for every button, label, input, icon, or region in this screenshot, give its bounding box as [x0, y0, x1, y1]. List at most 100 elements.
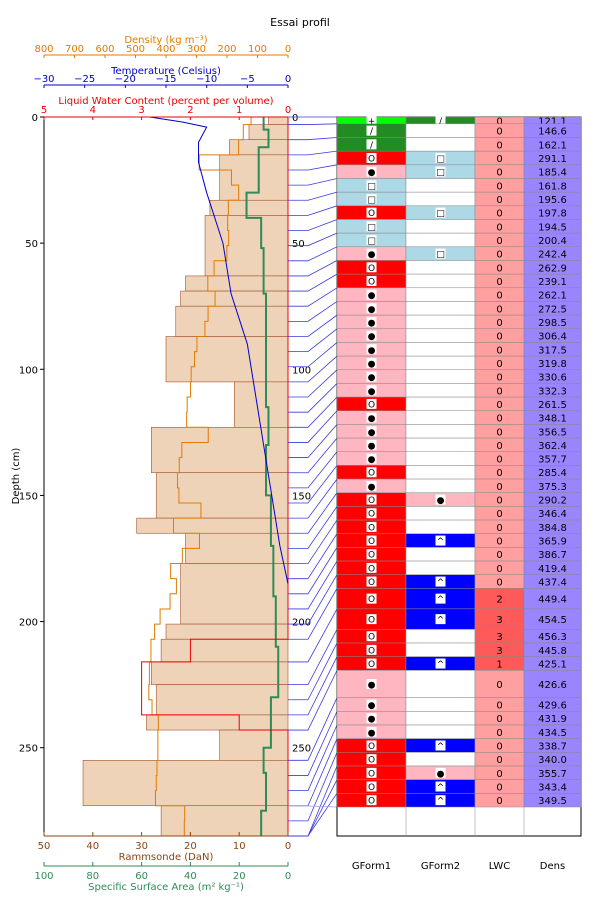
lwc-value: 0: [496, 373, 502, 384]
table-row: O ^ 0 343.4: [336, 779, 582, 794]
hardness-layer: [165, 336, 289, 383]
gform2-cell: [405, 711, 476, 726]
gform1-symbol-bg: [366, 412, 377, 423]
hardness-layer: [180, 563, 289, 625]
gform1-symbol-bg: [366, 234, 377, 245]
depth-inner-tick-label: 200: [292, 618, 311, 629]
density-value: 425.1: [538, 660, 567, 671]
layer-connector: [288, 547, 338, 595]
gform1-symbol-bg: [366, 754, 377, 765]
y-tick-label: 200: [19, 618, 38, 629]
gform2-symbol: ^: [437, 742, 445, 752]
density-value: 261.5: [538, 400, 567, 411]
gform2-cell: [405, 301, 476, 316]
density-value: 348.1: [538, 414, 567, 425]
layer-connector: [288, 478, 338, 519]
gform1-symbol-bg: [366, 576, 377, 587]
density-value: 355.7: [538, 769, 567, 780]
table-row: O ^ 1 425.1: [336, 656, 582, 671]
gform2-symbol: ^: [437, 578, 445, 588]
layer-connector: [288, 752, 338, 822]
density-value: 298.5: [538, 318, 567, 329]
hardness-layer: [175, 305, 289, 337]
gform1-symbol: +: [368, 117, 376, 127]
layer-connector: [288, 123, 338, 125]
bottom-axis-tick-label: 80: [86, 871, 99, 882]
gform1-symbol: ●: [368, 250, 376, 260]
gform1-symbol-bg: [366, 713, 377, 724]
gform1-symbol: ●: [368, 168, 376, 178]
hardness-layer: [146, 714, 289, 731]
density-value: 146.6: [538, 127, 567, 138]
gform2-cell: [405, 342, 476, 357]
gform1-symbol: O: [368, 769, 375, 779]
table-row: ● 0 348.1: [336, 410, 582, 425]
gform1-symbol-bg: [366, 344, 377, 355]
density-cell: [523, 793, 582, 808]
gform1-symbol: O: [368, 646, 375, 656]
gform1-symbol-bg: [366, 289, 377, 300]
layer-connector: [288, 437, 338, 474]
table-row: O ^ 0 437.4: [336, 574, 582, 589]
gform2-cell: [405, 560, 476, 575]
gform1-symbol-bg: [366, 166, 377, 177]
gform1-symbol: O: [368, 564, 375, 574]
top-axis-label: Temperature (Celsius): [110, 66, 221, 77]
gform1-symbol: O: [368, 797, 375, 807]
hardness-layer: [136, 517, 289, 534]
depth-inner-tick-label: 250: [292, 744, 311, 755]
gform1-symbol-bg: [366, 508, 377, 519]
gform2-cell: [405, 437, 476, 453]
table-row: O 0 262.9: [336, 260, 582, 275]
lwc-value: 0: [496, 537, 502, 548]
gform1-symbol-bg: [366, 453, 377, 464]
density-value: 330.6: [538, 373, 567, 384]
table-row: □ 0 194.5: [336, 219, 582, 234]
lwc-value: 0: [496, 523, 502, 534]
gform2-symbol-bg: [435, 152, 446, 163]
density-value: 431.9: [538, 714, 567, 725]
gform1-symbol-bg: [366, 614, 377, 625]
gform1-symbol-bg: [366, 631, 377, 642]
lwc-value: 0: [496, 236, 502, 247]
lwc-value: 0: [496, 468, 502, 479]
density-value: 194.5: [538, 222, 567, 233]
gform1-symbol-bg: [366, 303, 377, 314]
gform2-symbol-bg: [435, 207, 446, 218]
gform1-symbol-bg: [366, 193, 377, 204]
gform1-symbol: ●: [368, 701, 376, 711]
table-row: ● 0 434.5: [336, 724, 582, 739]
gform1-symbol: O: [368, 633, 375, 643]
gform2-cell: [405, 232, 476, 248]
gform1-symbol: ●: [368, 373, 376, 383]
gform2-cell: [405, 178, 476, 193]
gform1-symbol-bg: [366, 139, 377, 150]
hardness-layer: [219, 729, 289, 761]
gform2-symbol: ^: [437, 783, 445, 793]
gform1-symbol-bg: [366, 767, 377, 778]
table-row: O ^ 0 365.9: [336, 533, 582, 548]
lwc-value: 0: [496, 263, 502, 274]
bottom-axis-tick-label: 60: [135, 871, 148, 882]
lwc-value: 0: [496, 742, 502, 753]
density-value: 306.4: [538, 332, 567, 343]
lwc-value: 0: [496, 441, 502, 452]
density-value: 121.1: [538, 116, 567, 127]
density-value: 386.7: [538, 550, 567, 561]
table-row: O ● 0 355.7: [336, 765, 582, 780]
lwc-value: 0: [496, 154, 502, 165]
layer-connector: [288, 670, 338, 731]
hardness-layer: [204, 215, 289, 277]
gform2-symbol: /: [439, 117, 443, 127]
layer-connector: [288, 164, 338, 171]
lwc-value: 0: [496, 509, 502, 520]
table-header-lwc: LWC: [489, 861, 511, 872]
bottom-axis-tick-label: 100: [34, 871, 53, 882]
lwc-value: 0: [496, 140, 502, 151]
layer-connector: [288, 273, 338, 292]
gform1-symbol-bg: [366, 549, 377, 560]
density-value: 200.4: [538, 236, 567, 247]
table-row: ● 0 357.7: [336, 451, 582, 466]
table-row: ● 0 262.1: [336, 287, 582, 302]
gform1-symbol: ●: [368, 428, 376, 438]
